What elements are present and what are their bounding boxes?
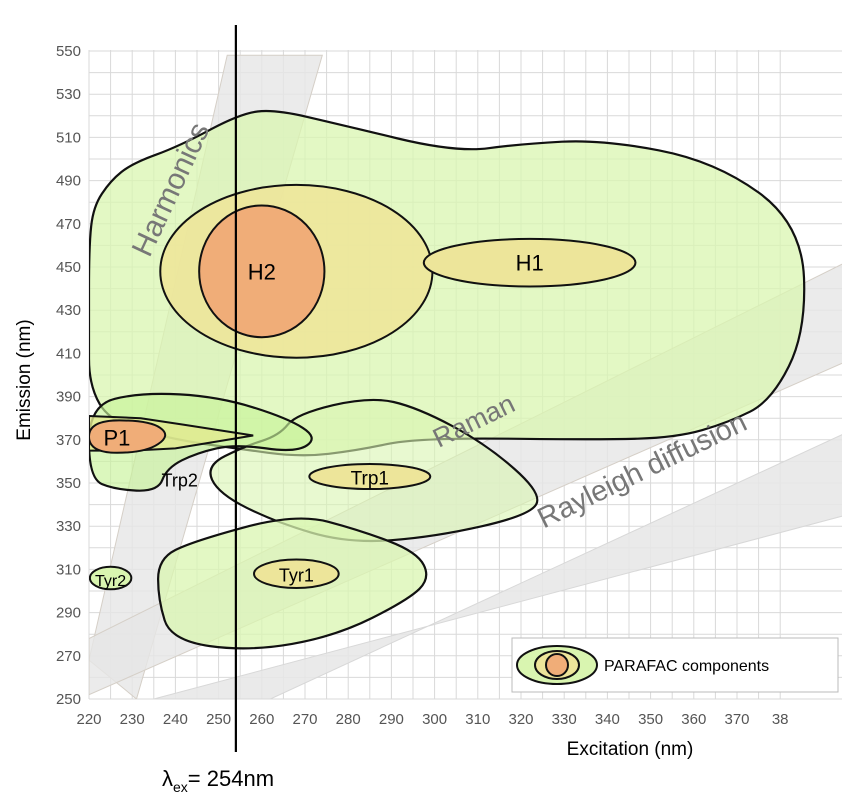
- rayleigh-band: [153, 434, 842, 699]
- x-tick-label: 240: [163, 711, 188, 728]
- x-tick-label: 260: [249, 711, 274, 728]
- legend: PARAFAC components: [511, 637, 839, 693]
- lambda-value: = 254nm: [188, 766, 274, 791]
- y-tick-label: 410: [56, 345, 81, 362]
- p1-inner-region: [89, 419, 167, 454]
- trp1-ellipse: [308, 462, 432, 491]
- x-tick-label: 250: [206, 711, 231, 728]
- y-tick-label: 250: [56, 691, 81, 708]
- y-tick-label: 430: [56, 302, 81, 319]
- component-label-p1: P1: [103, 426, 130, 451]
- y-tick-label: 390: [56, 389, 81, 406]
- x-tick-label: 290: [379, 711, 404, 728]
- x-tick-label: 370: [724, 711, 749, 728]
- legend-label: PARAFAC components: [604, 658, 769, 675]
- y-tick-label: 470: [56, 216, 81, 233]
- component-regions: [89, 109, 806, 650]
- component-label-tyr1: Tyr1: [279, 566, 314, 586]
- y-tick-label: 530: [56, 86, 81, 103]
- y-tick-label: 370: [56, 432, 81, 449]
- y-axis-label: Emission (nm): [14, 319, 35, 440]
- x-tick-label: 220: [76, 711, 101, 728]
- x-tick-label: 330: [552, 711, 577, 728]
- legend-inner-swatch: [545, 653, 569, 677]
- h1-ellipse: [422, 237, 637, 288]
- component-label-h2: H2: [248, 259, 276, 284]
- y-tick-label: 550: [56, 43, 81, 60]
- component-label-trp2: Trp2: [162, 471, 198, 491]
- y-tick-label: 450: [56, 259, 81, 276]
- tyr1-ellipse: [253, 558, 340, 589]
- y-tick-label: 330: [56, 518, 81, 535]
- component-label-trp1: Trp1: [351, 469, 389, 490]
- y-tick-label: 310: [56, 561, 81, 578]
- tyr2-ellipse: [89, 565, 133, 591]
- x-tick-label: 280: [336, 711, 361, 728]
- y-tick-label: 290: [56, 605, 81, 622]
- y-tick-label: 350: [56, 475, 81, 492]
- x-tick-label: 340: [595, 711, 620, 728]
- lambda-subscript: ex: [173, 779, 188, 795]
- y-tick-label: 510: [56, 129, 81, 146]
- x-tick-label: 270: [292, 711, 317, 728]
- x-tick-label: 360: [681, 711, 706, 728]
- x-tick-label: 38: [772, 711, 789, 728]
- component-label-tyr2: Tyr2: [95, 573, 126, 590]
- excitation-line-label: λex= 254nm: [162, 766, 274, 795]
- x-tick-label: 350: [638, 711, 663, 728]
- component-label-h1: H1: [516, 251, 544, 276]
- lambda-symbol: λ: [162, 766, 173, 791]
- x-tick-label: 230: [120, 711, 145, 728]
- x-tick-label: 300: [422, 711, 447, 728]
- x-tick-label: 310: [465, 711, 490, 728]
- x-tick-label: 320: [508, 711, 533, 728]
- h2-inner-ellipse: [198, 204, 326, 339]
- x-axis-label: Excitation (nm): [567, 739, 694, 760]
- y-tick-label: 490: [56, 173, 81, 190]
- y-tick-label: 270: [56, 648, 81, 665]
